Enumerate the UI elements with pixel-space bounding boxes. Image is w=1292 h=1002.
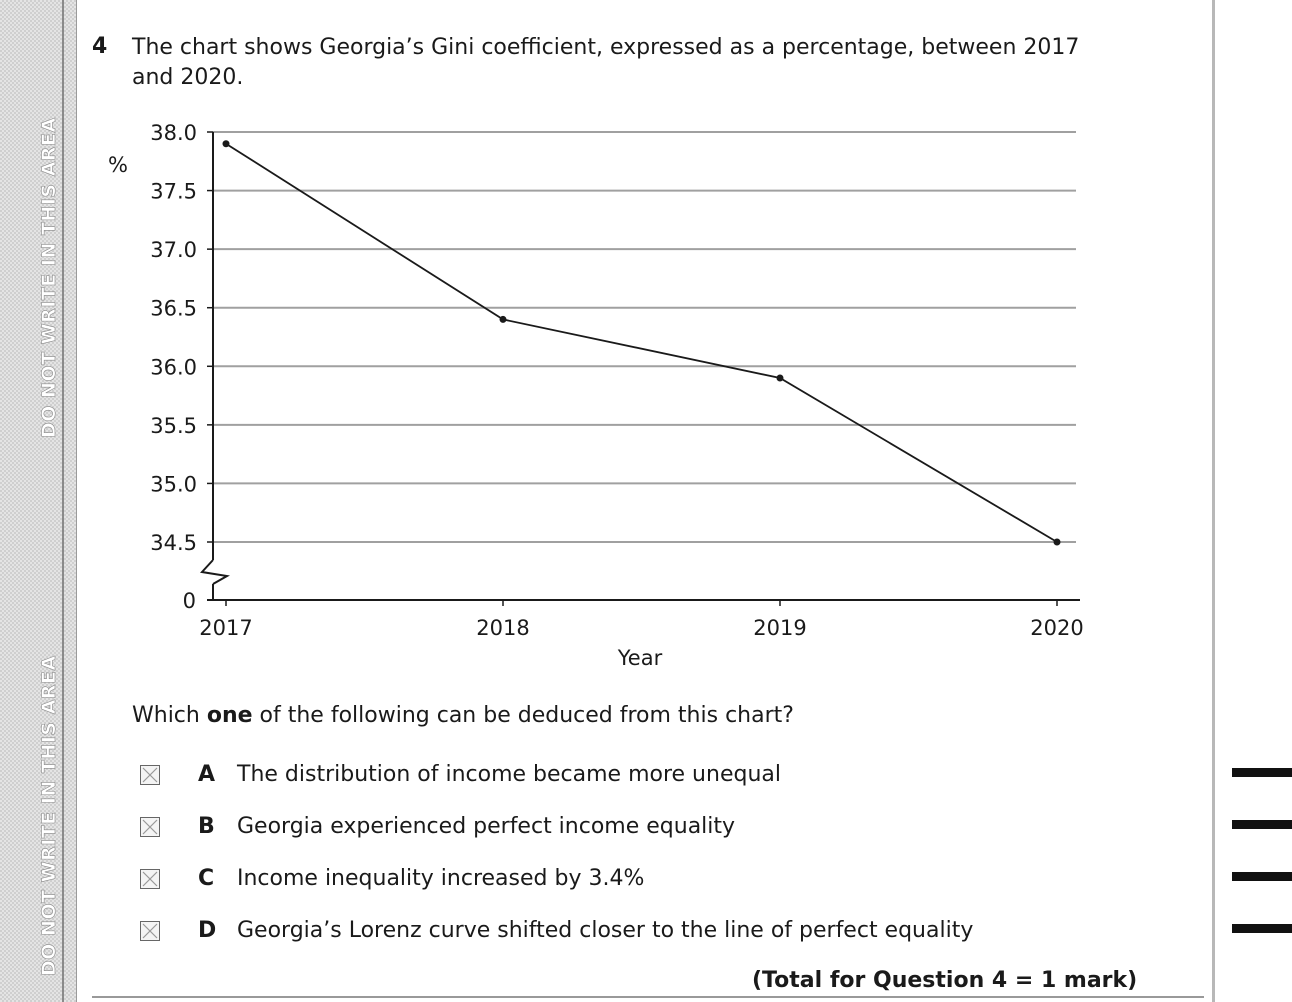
chart-series: [222, 140, 1061, 546]
y-tick-label: 38.0: [150, 121, 197, 145]
option-c-letter: C: [198, 866, 215, 891]
option-c-checkbox[interactable]: [140, 869, 160, 889]
y-axis-break: [200, 559, 230, 585]
x-axis-ticks: 2017 2018 2019 2020: [199, 600, 1084, 640]
question-total-marks: (Total for Question 4 = 1 mark): [752, 968, 1138, 993]
x-tick-label: 2019: [753, 616, 806, 640]
option-c-text: Income inequality increased by 3.4%: [237, 866, 645, 891]
y-tick-label: 37.0: [150, 238, 197, 262]
option-a-letter: A: [198, 762, 216, 787]
gini-line-chart: 38.037.537.036.536.035.535.034.5 2017 201…: [108, 121, 1084, 670]
data-point: [499, 315, 507, 323]
data-point: [222, 140, 230, 148]
y-tick-label: 36.0: [150, 355, 197, 379]
chart-axes: [200, 132, 1080, 601]
y-tick-label: 35.0: [150, 472, 197, 496]
option-b-text: Georgia experienced perfect income equal…: [237, 814, 736, 839]
data-point: [776, 374, 784, 382]
margin-rule: [62, 0, 64, 1002]
bottom-rule: [92, 996, 1204, 998]
right-margin-rule: [1212, 0, 1215, 1002]
question-prompt: Which one of the following can be deduce…: [132, 703, 794, 728]
y-tick-label: 36.5: [150, 297, 197, 321]
x-tick-label: 2020: [1030, 616, 1083, 640]
y-axis-ticks: 38.0 37.5 37.0 36.5 36.0 35.5 35.0 34.5: [150, 121, 213, 555]
option-b-letter: B: [198, 814, 215, 839]
timing-mark: [1232, 768, 1292, 777]
option-a-text: The distribution of income became more u…: [237, 762, 781, 787]
prompt-emphasis: one: [206, 703, 253, 728]
margin-no-write-area: DO NOT WRITE IN THIS AREA DO NOT WRITE I…: [0, 0, 77, 1002]
y-tick-label: 37.5: [150, 180, 197, 204]
x-tick-label: 2017: [199, 616, 252, 640]
prompt-end: of the following can be deduced from thi…: [252, 703, 794, 728]
chart-gridlines: [213, 131, 1076, 543]
question-number: 4: [92, 34, 108, 59]
timing-mark: [1232, 872, 1292, 881]
y-axis-label: %: [108, 153, 128, 177]
data-point: [1053, 538, 1061, 546]
timing-mark: [1232, 924, 1292, 933]
x-axis-label: Year: [617, 646, 663, 670]
option-a-checkbox[interactable]: [140, 765, 160, 785]
series-line: [225, 142, 1058, 543]
question-text: The chart shows Georgia’s Gini coefficie…: [132, 35, 1080, 90]
option-d-text: Georgia’s Lorenz curve shifted closer to…: [237, 918, 974, 943]
prompt-start: Which: [132, 703, 207, 728]
option-d-letter: D: [198, 918, 217, 943]
x-tick-label: 2018: [476, 616, 529, 640]
margin-warning-bottom: DO NOT WRITE IN THIS AREA: [38, 655, 61, 976]
option-b-checkbox[interactable]: [140, 817, 160, 837]
y-tick-label: 35.5: [150, 414, 197, 438]
timing-mark: [1232, 820, 1292, 829]
option-d-checkbox[interactable]: [140, 921, 160, 941]
y-axis-break-label: 0: [183, 589, 196, 613]
y-tick-label: 34.5: [150, 531, 197, 555]
